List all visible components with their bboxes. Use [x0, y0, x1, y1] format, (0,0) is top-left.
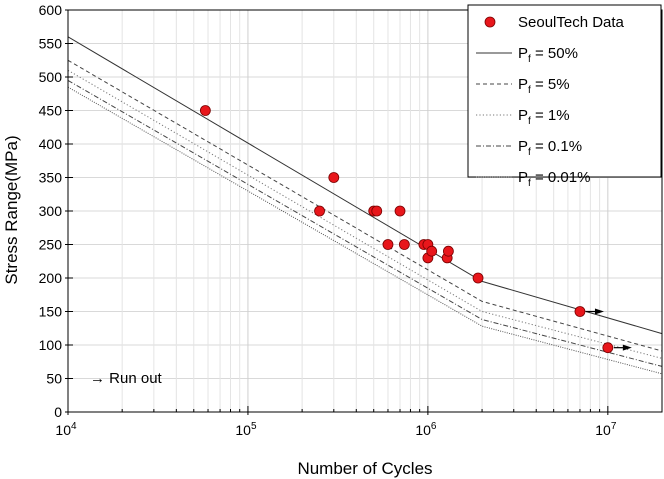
y-tick-label: 350	[39, 170, 63, 186]
data-point	[442, 245, 454, 257]
x-tick-label: 105	[235, 421, 257, 438]
data-point	[426, 245, 438, 257]
legend-label-pf-1: Pf = 5%	[518, 76, 570, 96]
legend-label-pf-2: Pf = 1%	[518, 107, 570, 127]
legend-label-seoultech: SeoulTech Data	[518, 14, 625, 31]
legend-box	[467, 4, 662, 178]
data-point	[382, 239, 394, 250]
y-tick-label: 200	[39, 270, 63, 286]
y-tick-label: 600	[39, 2, 63, 18]
data-point	[602, 342, 614, 354]
x-tick-label: 107	[595, 421, 617, 438]
y-tick-label: 550	[39, 36, 63, 52]
axis-ticks: 0 50 100 150 200 250 300 350 400 450 500 550 600 104 1…	[39, 2, 663, 438]
y-tick-label: 450	[39, 103, 63, 119]
data-point	[394, 205, 406, 217]
y-tick-label: 400	[39, 136, 63, 152]
legend-label-pf-0: Pf = 50%	[518, 45, 578, 65]
data-point	[328, 172, 340, 183]
curve-pf-4	[67, 86, 663, 375]
legend-label-pf-4: Pf = 0.01%	[518, 169, 590, 189]
y-tick-label: 100	[39, 337, 63, 353]
runout-arrow-head	[622, 344, 632, 351]
y-tick-label: 300	[39, 203, 63, 219]
y-tick-label: 0	[54, 404, 62, 420]
curve-pf-1	[67, 59, 663, 352]
x-axis-title: Number of Cycles	[297, 459, 432, 478]
legend: SeoulTech Data Pf = 50% Pf = 5% Pf = 1% Pf =…	[467, 4, 662, 189]
y-tick-label: 500	[39, 69, 63, 85]
y-axis-title: Stress Range(MPa)	[2, 135, 21, 284]
y-tick-label: 50	[46, 371, 62, 387]
x-tick-label: 104	[55, 421, 77, 438]
data-point	[199, 105, 211, 116]
data-point	[472, 272, 484, 284]
seoultech-data-points	[199, 105, 632, 354]
x-tick-label: 106	[415, 421, 437, 438]
y-tick-label: 250	[39, 237, 63, 253]
runout-arrow-head	[594, 308, 604, 315]
curve-pf-3	[67, 79, 663, 367]
legend-marker-seoultech	[484, 16, 496, 28]
data-point	[574, 306, 586, 317]
data-point	[314, 205, 325, 217]
runout-annotation: → Run out	[90, 370, 163, 387]
data-point	[398, 239, 410, 250]
data-point	[371, 205, 383, 217]
y-tick-label: 150	[39, 304, 63, 320]
legend-label-pf-3: Pf = 0.1%	[518, 138, 582, 158]
